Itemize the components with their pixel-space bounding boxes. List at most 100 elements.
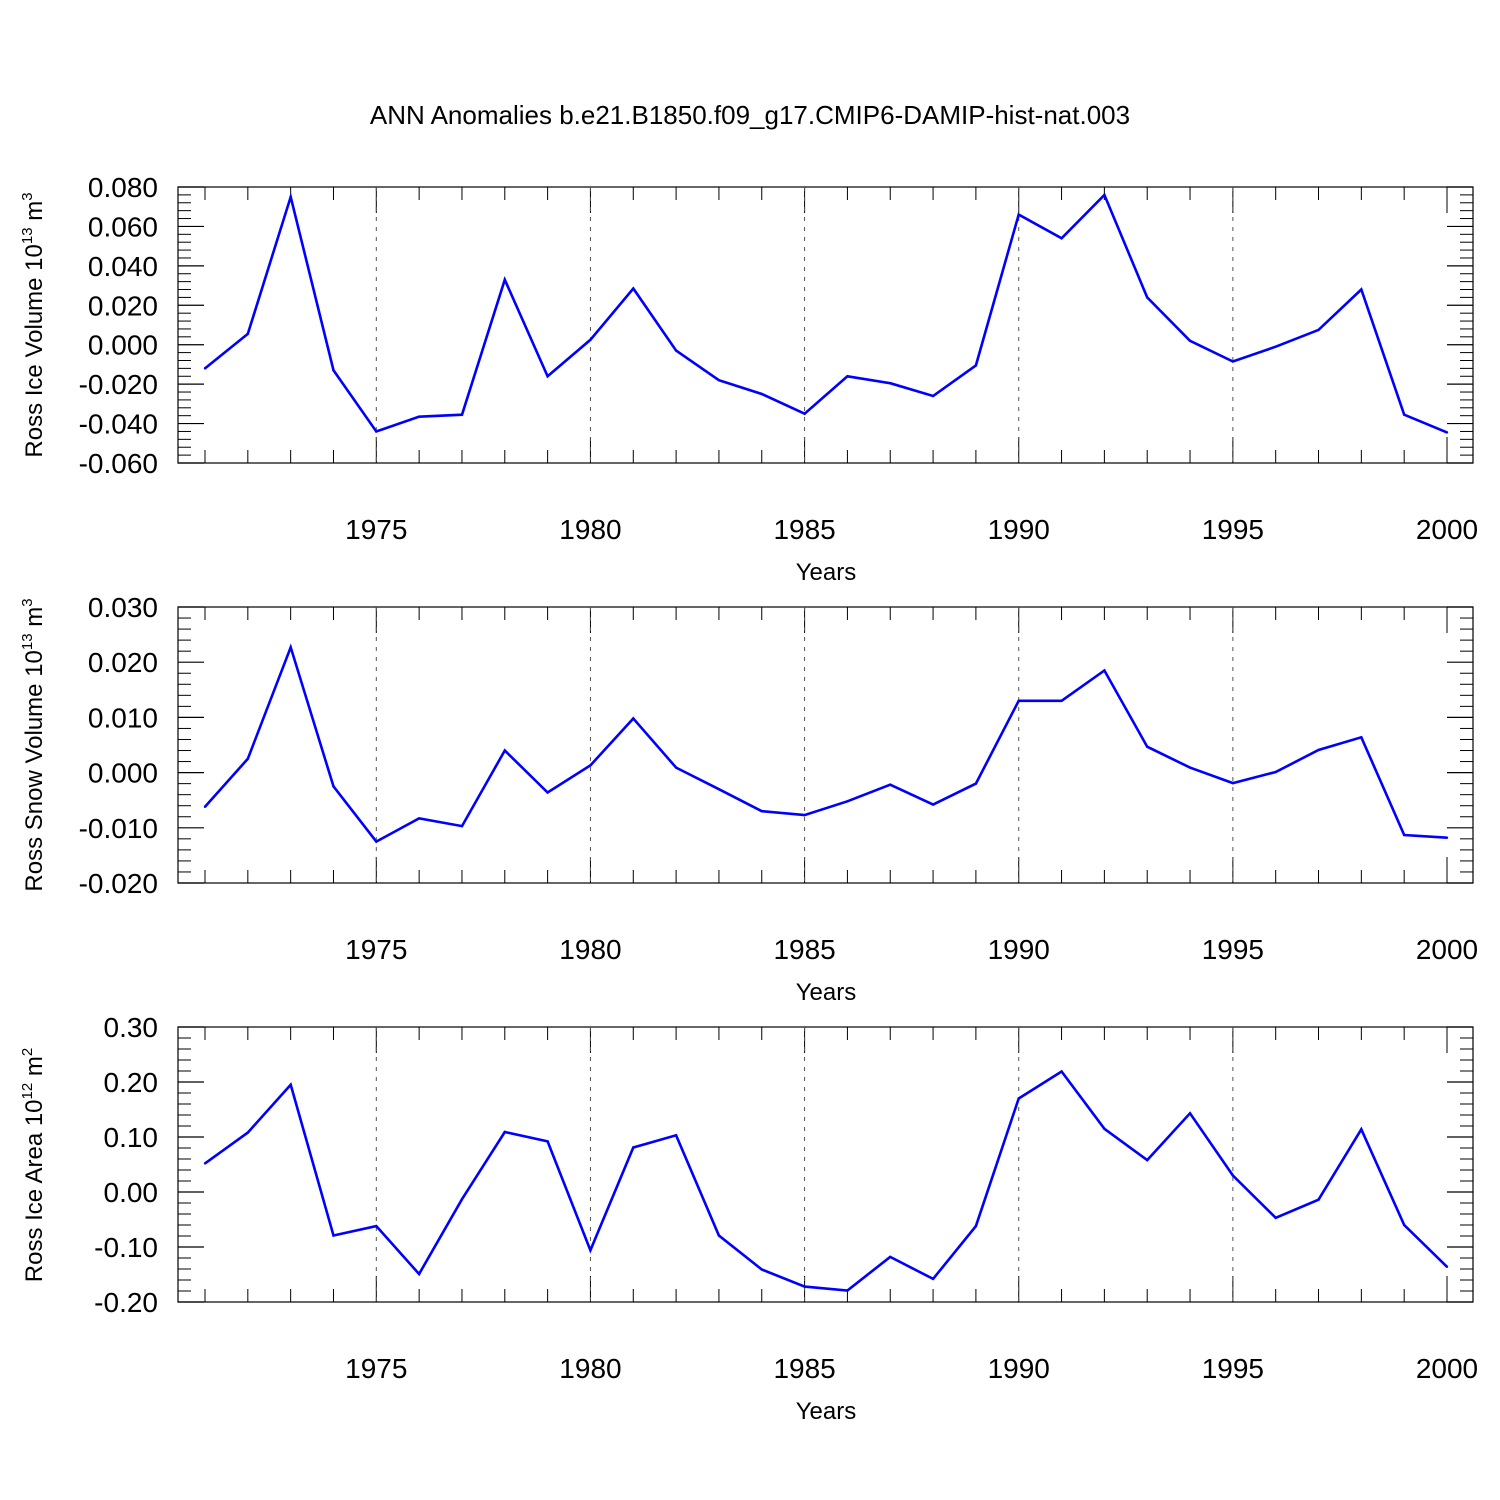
data-point xyxy=(1017,1097,1020,1100)
y-tick-label: -0.060 xyxy=(79,448,158,479)
data-point xyxy=(846,800,849,803)
y-tick-label: 0.020 xyxy=(88,647,158,678)
data-point xyxy=(289,195,292,199)
data-point xyxy=(546,791,549,794)
data-point xyxy=(1402,1223,1406,1227)
data-point xyxy=(1231,781,1235,785)
data-point xyxy=(931,394,935,398)
data-point xyxy=(931,803,935,806)
data-point xyxy=(417,1272,421,1276)
data-point xyxy=(246,332,250,336)
data-point xyxy=(1188,339,1192,342)
data-point xyxy=(632,717,635,720)
data-point xyxy=(1445,836,1449,839)
data-point xyxy=(1017,699,1020,703)
x-tick-label: 1985 xyxy=(773,1353,835,1384)
y-axis-label-exponent: 13 xyxy=(19,227,36,244)
data-point xyxy=(1402,413,1406,416)
data-point xyxy=(589,338,592,341)
plot-frame xyxy=(177,1026,1474,1303)
data-point xyxy=(589,1249,592,1252)
series-line xyxy=(204,1069,1448,1292)
y-tick-label: 0.000 xyxy=(88,330,158,361)
data-point xyxy=(889,1255,892,1259)
x-tick-label: 1995 xyxy=(1202,514,1264,545)
data-point xyxy=(760,810,763,813)
y-tick-label: 0.060 xyxy=(88,211,158,242)
data-point xyxy=(503,1130,506,1134)
data-point xyxy=(203,367,207,370)
y-axis-label: Ross Snow Volume 1013 m3 xyxy=(19,598,48,891)
data-point xyxy=(632,287,635,290)
data-point xyxy=(1317,1198,1320,1201)
y-axis-label-text: Ross Snow Volume 10 xyxy=(21,650,48,891)
y-axis-label-unit-exponent: 2 xyxy=(19,1048,36,1056)
y-tick-label: 0.040 xyxy=(88,251,158,282)
data-point xyxy=(332,785,335,788)
x-axis-label: Years xyxy=(796,1398,857,1425)
data-point xyxy=(1274,770,1277,774)
data-point xyxy=(1103,1127,1106,1130)
data-point xyxy=(417,415,421,418)
data-point xyxy=(974,364,978,367)
data-point xyxy=(246,757,250,760)
x-tick-label: 2000 xyxy=(1416,1353,1478,1384)
y-tick-label: -0.020 xyxy=(79,369,158,400)
x-axis-label: Years xyxy=(796,559,857,586)
plot-frame xyxy=(177,186,1474,464)
chart-panel-2: -0.020 -0.010 0.000 0.010 0.020 0.030 1975 1980… xyxy=(19,592,1478,1006)
x-tick-label: 1980 xyxy=(559,934,621,965)
data-point xyxy=(1060,237,1063,240)
data-point xyxy=(1146,296,1149,299)
y-tick-label: 0.10 xyxy=(104,1122,159,1153)
data-point xyxy=(1188,766,1192,769)
data-point xyxy=(846,1289,849,1292)
data-point xyxy=(1402,833,1406,837)
chart-panel-1: -0.060 -0.040 -0.020 0.000 0.020 0.040 0.060 0.… xyxy=(19,172,1478,586)
y-axis-label-unit-exponent: 3 xyxy=(19,598,36,606)
data-point xyxy=(332,1234,335,1237)
x-tick-label: 1990 xyxy=(988,934,1050,965)
y-axis-label: Ross Ice Area 1012 m2 xyxy=(19,1048,48,1282)
y-tick-label: 0.00 xyxy=(104,1177,159,1208)
data-point xyxy=(803,1285,806,1288)
data-point xyxy=(632,1146,635,1149)
x-tick-label: 1995 xyxy=(1202,1353,1264,1384)
y-axis-label-unit: m xyxy=(21,607,48,634)
data-point xyxy=(974,782,978,785)
data-point xyxy=(1445,431,1449,434)
y-tick-label: 0.080 xyxy=(88,172,158,203)
y-tick-label: -0.20 xyxy=(94,1287,158,1318)
y-axis-label-unit-exponent: 3 xyxy=(19,192,36,200)
data-point xyxy=(1188,1112,1192,1115)
data-point xyxy=(375,430,378,433)
data-point xyxy=(931,1277,935,1281)
data-point xyxy=(246,1131,250,1134)
data-point xyxy=(1317,748,1320,752)
x-tick-label: 1985 xyxy=(773,514,835,545)
data-point xyxy=(460,413,464,416)
data-point xyxy=(289,646,292,649)
data-point xyxy=(503,749,506,752)
y-tick-label: 0.010 xyxy=(88,702,158,733)
chart-panel-3: -0.20 -0.10 0.00 0.10 0.20 0.30 1975 1980 1985 19… xyxy=(19,1012,1478,1425)
data-point xyxy=(1146,1158,1149,1162)
data-point xyxy=(289,1083,292,1086)
data-point xyxy=(674,766,678,769)
data-point xyxy=(1360,736,1363,739)
data-point xyxy=(717,379,721,382)
x-tick-label: 1975 xyxy=(345,1353,407,1384)
y-tick-label: 0.20 xyxy=(104,1067,159,1098)
data-point xyxy=(846,375,849,378)
data-point xyxy=(803,412,806,415)
x-tick-label: 1995 xyxy=(1202,934,1264,965)
y-tick-label: -0.020 xyxy=(79,868,158,899)
data-point xyxy=(717,1234,721,1237)
y-axis-label-text: Ross Ice Area 10 xyxy=(21,1099,48,1282)
x-tick-label: 1990 xyxy=(988,1353,1050,1384)
data-point xyxy=(546,1140,549,1143)
y-tick-label: 0.030 xyxy=(88,592,158,623)
x-tick-label: 1985 xyxy=(773,934,835,965)
data-point xyxy=(889,381,892,385)
